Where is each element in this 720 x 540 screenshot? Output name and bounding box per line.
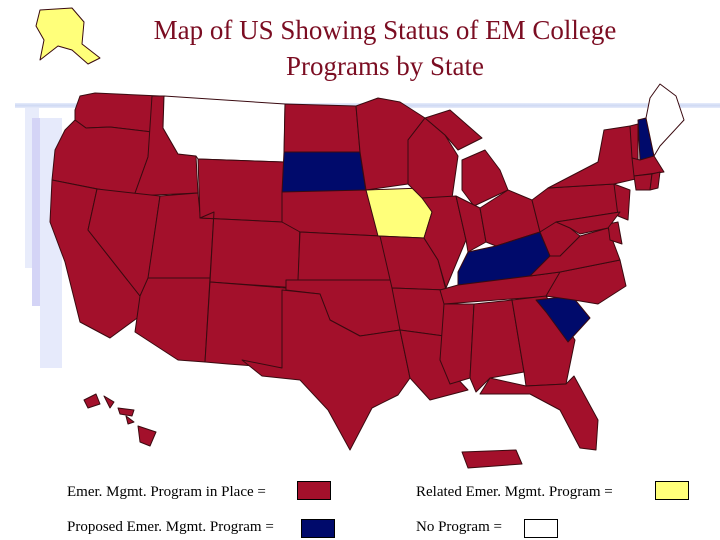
state-ny [547,125,641,189]
state-wy [197,158,285,223]
legend-swatch-in-place [297,481,331,500]
state-ar [391,287,447,337]
state-nj [613,183,631,221]
state-de [607,221,623,245]
state-mt [162,95,286,163]
state-tx [241,289,411,451]
state-ma [631,155,665,177]
legend-label-proposed: Proposed Emer. Mgmt. Program = [67,519,274,535]
state-az [134,277,211,363]
state-me [645,83,685,157]
legend-swatch-proposed [301,519,335,538]
state-ne [281,189,381,237]
state-ks [297,231,393,281]
legend-swatch-none [524,519,558,538]
state-ri [649,171,661,191]
state-sd [281,151,367,193]
legend-label-none: No Program = [416,519,502,535]
state-wa [74,92,161,133]
legend-swatch-related [655,481,689,500]
state-nm [204,281,287,369]
state-ct [633,173,653,191]
state-hi [83,393,157,447]
slide-title: Map of US Showing Status of EM College P… [120,12,650,84]
legend-label-in-place: Emer. Mgmt. Program in Place = [67,484,266,500]
legend-label-related: Related Emer. Mgmt. Program = [416,484,613,500]
state-nd [283,103,361,153]
state-fl [479,375,599,451]
state-ms [439,303,475,385]
state-ak [35,7,101,65]
state-md [555,211,621,235]
title-line-2: Programs by State [286,51,484,81]
state-pr [461,449,523,469]
state-in [455,195,487,253]
title-line-1: Map of US Showing Status of EM College [153,15,617,45]
